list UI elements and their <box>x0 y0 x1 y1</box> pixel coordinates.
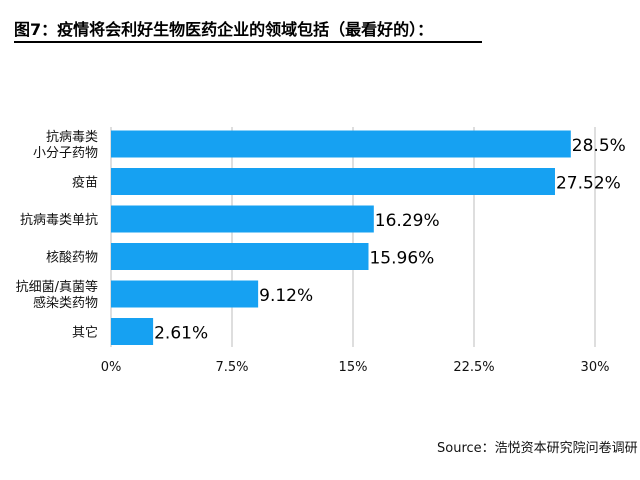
bar-value-label: 15.96% <box>369 249 434 269</box>
bar <box>111 168 555 195</box>
bar <box>111 318 154 345</box>
category-label-line: 疫苗 <box>72 175 98 191</box>
category-label: 其它 <box>72 325 98 341</box>
source-note: Source：浩悦资本研究院问卷调研 <box>437 441 638 456</box>
category-label-line: 抗病毒类单抗 <box>20 213 98 228</box>
x-tick-label: 15% <box>339 360 368 375</box>
bar <box>111 243 369 270</box>
bar <box>111 280 259 308</box>
bar-value-label: 2.61% <box>154 324 208 344</box>
category-label-line: 其它 <box>72 325 98 341</box>
bars <box>111 130 571 345</box>
x-tick-label: 30% <box>581 360 610 375</box>
category-label-line: 小分子药物 <box>33 146 98 161</box>
x-tick-label: 0% <box>101 360 122 375</box>
bar-value-label: 9.12% <box>259 286 313 306</box>
gridlines <box>110 127 596 347</box>
bar-value-label: 28.5% <box>572 136 626 156</box>
category-label-line: 核酸药物 <box>46 251 98 266</box>
category-label: 抗细菌/真菌等感染类药物 <box>16 279 98 311</box>
bar-value-label: 27.52% <box>556 174 621 194</box>
chart-title: 图7：疫情将会利好生物医药企业的领域包括（最看好的）： <box>14 20 434 39</box>
bar-value-label: 16.29% <box>375 211 440 231</box>
labels: 0% 7.5% 15% 22.5% 30% 28.5% 抗病毒类小分子药物 27.52% 疫苗 1… <box>16 130 626 375</box>
category-label: 抗病毒类单抗 <box>20 213 98 228</box>
category-label: 抗病毒类小分子药物 <box>33 130 98 161</box>
category-label-line: 抗细菌/真菌等 <box>16 279 98 295</box>
category-label: 核酸药物 <box>46 251 98 266</box>
x-tick-label: 7.5% <box>215 360 248 375</box>
category-label: 疫苗 <box>72 175 98 191</box>
category-label-line: 抗病毒类 <box>46 130 98 145</box>
category-label-line: 感染类药物 <box>33 295 98 311</box>
x-tick-label: 22.5% <box>453 360 494 375</box>
bar <box>111 130 571 158</box>
bar <box>111 205 374 233</box>
title-underline <box>14 41 482 43</box>
